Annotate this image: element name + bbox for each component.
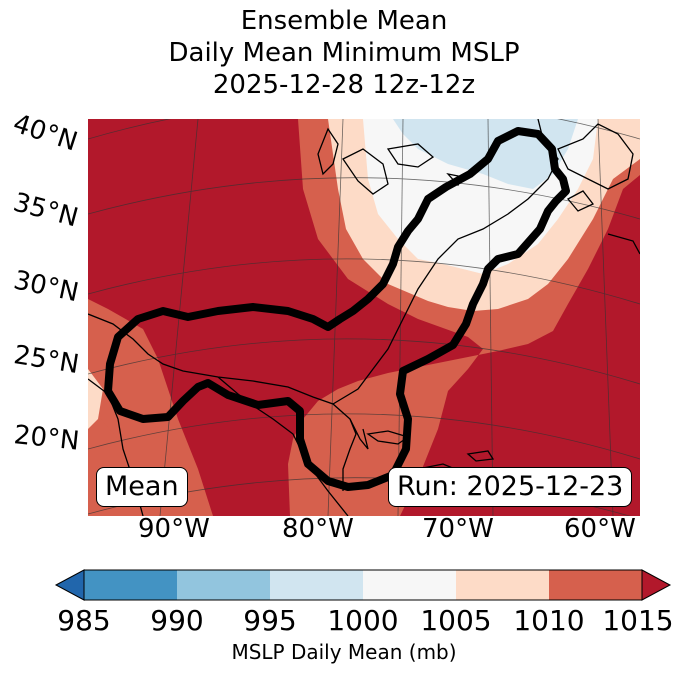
colorbar-bin-985 bbox=[84, 570, 177, 600]
lat-label-35: 35°N bbox=[10, 187, 82, 234]
mslp-field-svg bbox=[88, 119, 640, 516]
colorbar-bin-995 bbox=[270, 570, 363, 600]
mslp-map bbox=[88, 119, 640, 516]
field-1005-band-west bbox=[88, 369, 103, 429]
colorbar-tick-1005: 1005 bbox=[420, 604, 492, 637]
colorbar-frame bbox=[83, 569, 643, 601]
colorbar-tick-990: 990 bbox=[150, 604, 204, 637]
colorbar-label: MSLP Daily Mean (mb) bbox=[231, 640, 457, 664]
lat-label-25: 25°N bbox=[11, 340, 82, 381]
lon-label-60: 60°W bbox=[564, 514, 636, 544]
colorbar-bin-990 bbox=[177, 570, 270, 600]
run-label-box: Run: 2025-12-23 bbox=[388, 467, 633, 507]
colorbar-under-arrow bbox=[54, 569, 85, 601]
colorbar-tick-1010: 1010 bbox=[513, 604, 585, 637]
title-line-2: Daily Mean Minimum MSLP bbox=[168, 38, 520, 68]
colorbar bbox=[54, 569, 672, 601]
mode-label-box: Mean bbox=[96, 467, 188, 507]
colorbar-tick-1015: 1015 bbox=[602, 604, 674, 637]
colorbar-bin-1005 bbox=[456, 570, 549, 600]
lat-label-30: 30°N bbox=[10, 265, 82, 309]
colorbar-tick-1000: 1000 bbox=[327, 604, 399, 637]
lat-label-20: 20°N bbox=[12, 420, 81, 457]
title-line-1: Ensemble Mean bbox=[240, 6, 448, 36]
colorbar-tick-995: 995 bbox=[243, 604, 297, 637]
lon-label-70: 70°W bbox=[422, 514, 494, 544]
title-line-3: 2025-12-28 12z-12z bbox=[212, 70, 476, 100]
colorbar-bin-1010 bbox=[549, 570, 642, 600]
lon-label-90: 90°W bbox=[138, 514, 210, 544]
mslp-contour-line bbox=[104, 127, 570, 491]
lon-label-80: 80°W bbox=[282, 514, 354, 544]
lat-label-40: 40°N bbox=[9, 108, 81, 158]
colorbar-bin-1000 bbox=[363, 570, 456, 600]
colorbar-over-arrow bbox=[641, 569, 672, 601]
colorbar-tick-985: 985 bbox=[57, 604, 111, 637]
